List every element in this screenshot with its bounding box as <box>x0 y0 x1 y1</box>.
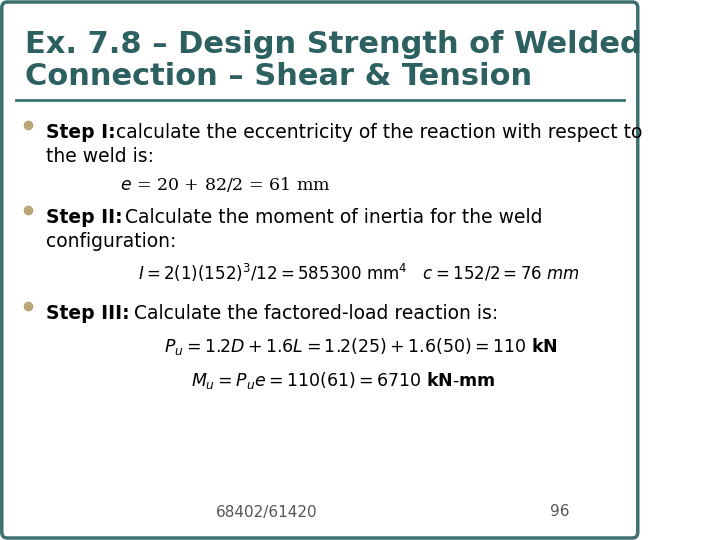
Text: the weld is:: the weld is: <box>46 147 154 166</box>
Text: Connection – Shear & Tension: Connection – Shear & Tension <box>25 62 532 91</box>
Text: $I = 2(1)(152)^3 / 12 = 585300\ \mathrm{mm}^4\ \ \ c = 152/2 = 76\ mm$: $I = 2(1)(152)^3 / 12 = 585300\ \mathrm{… <box>138 262 580 284</box>
Text: Step II:: Step II: <box>46 208 123 227</box>
Text: $e$ = 20 + 82/2 = 61 mm: $e$ = 20 + 82/2 = 61 mm <box>120 175 330 194</box>
Text: Step III:: Step III: <box>46 304 130 323</box>
Text: Step I:: Step I: <box>46 123 116 142</box>
Text: Calculate the moment of inertia for the weld: Calculate the moment of inertia for the … <box>119 208 543 227</box>
Text: calculate the eccentricity of the reaction with respect to: calculate the eccentricity of the reacti… <box>110 123 642 142</box>
Text: Ex. 7.8 – Design Strength of Welded: Ex. 7.8 – Design Strength of Welded <box>25 30 642 59</box>
Text: Calculate the factored-load reaction is:: Calculate the factored-load reaction is: <box>128 304 498 323</box>
Text: configuration:: configuration: <box>46 232 176 251</box>
Text: 68402/61420: 68402/61420 <box>216 504 318 519</box>
Text: 96: 96 <box>550 504 570 519</box>
Text: $M_u = P_u e = 110(61) = 6710\ $$\mathbf{kN\text{-}mm}$: $M_u = P_u e = 110(61) = 6710\ $$\mathbf… <box>191 370 495 391</box>
Text: $P_u = 1.2D + 1.6L = 1.2(25)+1.6(50) = 110\ $$\mathbf{kN}$: $P_u = 1.2D + 1.6L = 1.2(25)+1.6(50) = 1… <box>164 336 558 357</box>
FancyBboxPatch shape <box>1 2 638 538</box>
